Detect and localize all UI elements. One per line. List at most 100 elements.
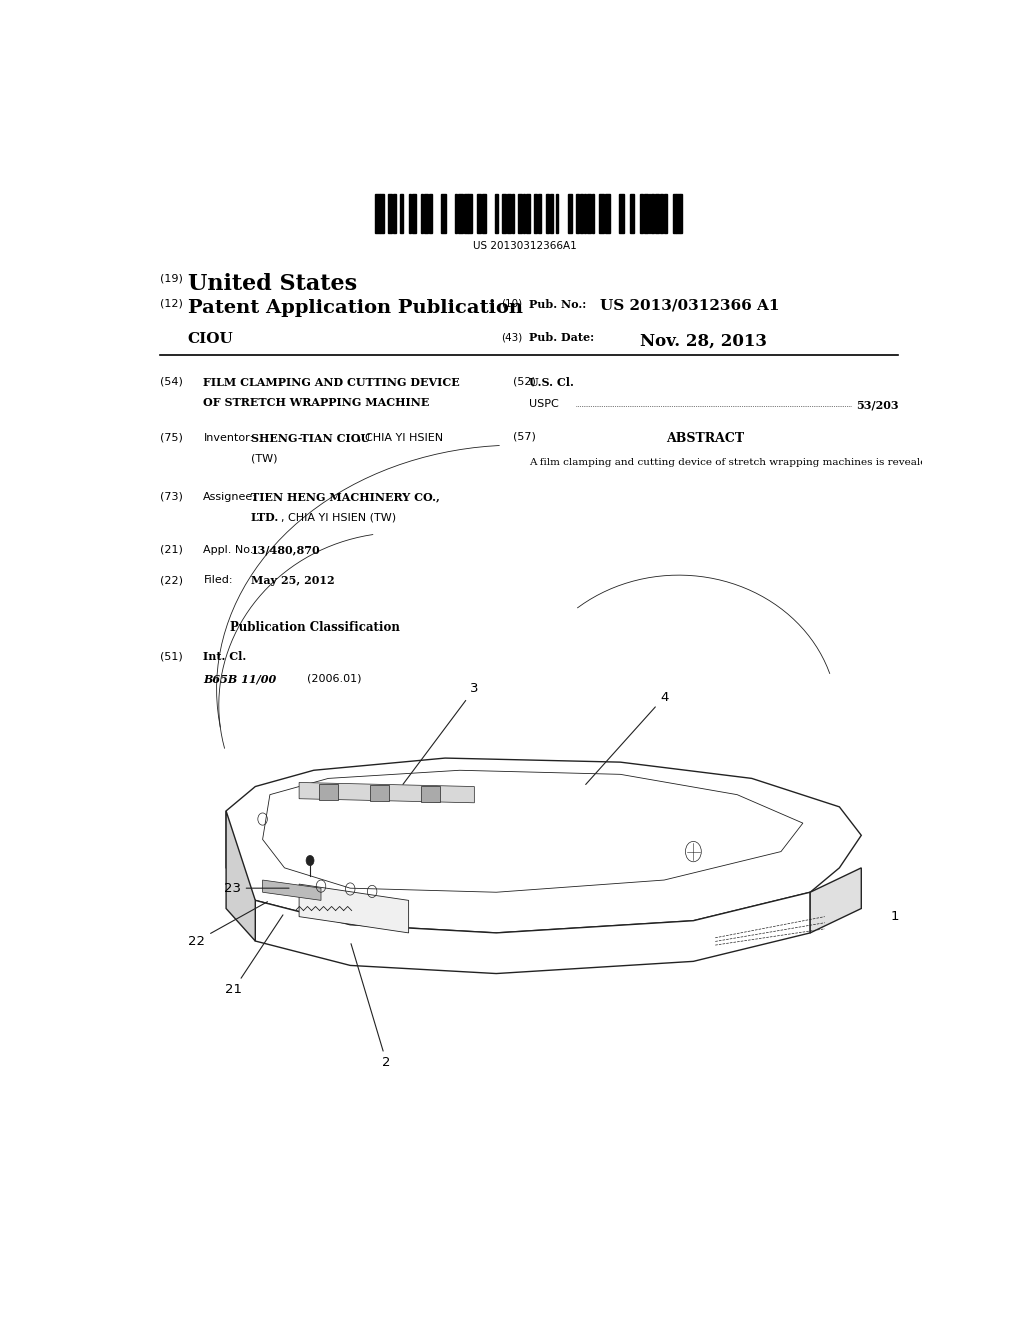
Bar	[421, 194, 423, 232]
Bar	[441, 194, 446, 232]
Text: 22: 22	[188, 902, 267, 948]
Text: , CHIA YI HSIEN (TW): , CHIA YI HSIEN (TW)	[282, 512, 396, 523]
Text: A film clamping and cutting device of stretch wrapping machines is revealed. A f: A film clamping and cutting device of st…	[528, 458, 1024, 467]
Text: Pub. Date:: Pub. Date:	[528, 333, 594, 343]
Text: May 25, 2012: May 25, 2012	[251, 576, 335, 586]
Bar	[577, 194, 579, 232]
Bar	[534, 194, 538, 232]
Circle shape	[306, 855, 314, 866]
Bar	[584, 194, 586, 232]
Bar	[370, 785, 389, 801]
Text: 13/480,870: 13/480,870	[251, 545, 321, 556]
Bar	[599, 194, 604, 232]
Text: 2: 2	[351, 944, 391, 1069]
Bar	[648, 194, 650, 232]
Bar	[677, 194, 680, 232]
Bar	[620, 194, 624, 232]
Text: Inventor:: Inventor:	[204, 433, 254, 442]
Text: LTD.: LTD.	[251, 512, 280, 523]
Text: OF STRETCH WRAPPING MACHINE: OF STRETCH WRAPPING MACHINE	[204, 397, 430, 408]
Polygon shape	[255, 892, 810, 974]
Bar	[455, 194, 458, 232]
Bar	[580, 194, 583, 232]
Text: FILM CLAMPING AND CUTTING DEVICE: FILM CLAMPING AND CUTTING DEVICE	[204, 378, 460, 388]
Text: (TW): (TW)	[251, 453, 278, 463]
Text: United States: United States	[187, 273, 356, 296]
Bar	[587, 194, 592, 232]
Bar	[400, 194, 402, 232]
Text: (22): (22)	[160, 576, 182, 585]
Text: Filed:: Filed:	[204, 576, 232, 585]
Bar	[651, 194, 654, 232]
Text: Appl. No.:: Appl. No.:	[204, 545, 257, 554]
Bar	[631, 194, 634, 232]
Bar	[512, 194, 514, 232]
Bar	[655, 194, 658, 232]
Bar	[518, 194, 522, 232]
Text: US 20130312366A1: US 20130312366A1	[473, 240, 577, 251]
Polygon shape	[226, 810, 255, 941]
Bar	[523, 194, 525, 232]
Bar	[680, 194, 682, 232]
Bar	[468, 194, 472, 232]
Text: , CHIA YI HSIEN: , CHIA YI HSIEN	[358, 433, 443, 442]
Text: (43): (43)	[501, 333, 522, 342]
Bar	[664, 194, 667, 232]
Bar	[409, 194, 412, 232]
Text: USPC: USPC	[528, 399, 558, 409]
Bar	[502, 194, 506, 232]
Text: (57): (57)	[513, 432, 536, 442]
Text: 4: 4	[586, 690, 669, 784]
Text: 1: 1	[891, 909, 899, 923]
Text: (54): (54)	[160, 378, 182, 387]
Text: B65B 11/00: B65B 11/00	[204, 673, 276, 685]
Bar	[546, 194, 550, 232]
Bar	[659, 194, 663, 232]
Text: 53/203: 53/203	[856, 399, 899, 411]
Bar	[412, 194, 416, 232]
Bar	[550, 194, 553, 232]
Polygon shape	[262, 880, 321, 900]
Text: Int. Cl.: Int. Cl.	[204, 651, 247, 663]
Text: SHENG-TIAN CIOU: SHENG-TIAN CIOU	[251, 433, 370, 444]
Bar	[525, 194, 530, 232]
Text: (12): (12)	[160, 298, 182, 309]
Text: 21: 21	[225, 915, 283, 997]
Text: (51): (51)	[160, 651, 182, 661]
Text: U.S. Cl.: U.S. Cl.	[528, 378, 573, 388]
Bar	[556, 194, 558, 232]
Bar	[673, 194, 676, 232]
Bar	[507, 194, 511, 232]
Text: US 2013/0312366 A1: US 2013/0312366 A1	[600, 298, 779, 313]
Polygon shape	[299, 783, 474, 803]
Text: (52): (52)	[513, 378, 536, 387]
Bar	[496, 194, 498, 232]
Bar	[539, 194, 542, 232]
Text: Publication Classification: Publication Classification	[229, 620, 399, 634]
Polygon shape	[226, 758, 861, 933]
Bar	[464, 194, 468, 232]
Text: (75): (75)	[160, 433, 182, 442]
Text: Pub. No.:: Pub. No.:	[528, 298, 586, 310]
Text: TIEN HENG MACHINERY CO.,: TIEN HENG MACHINERY CO.,	[251, 492, 440, 503]
Bar	[640, 194, 643, 232]
Text: (19): (19)	[160, 273, 182, 284]
Bar	[458, 194, 463, 232]
Text: (21): (21)	[160, 545, 182, 554]
Text: (73): (73)	[160, 492, 182, 502]
Bar	[477, 194, 481, 232]
Text: 23: 23	[223, 882, 289, 895]
Text: (2006.01): (2006.01)	[306, 673, 361, 684]
Bar	[388, 194, 392, 232]
Bar	[421, 785, 440, 803]
Text: Assignee:: Assignee:	[204, 492, 257, 502]
Bar	[482, 194, 486, 232]
Text: Patent Application Publication: Patent Application Publication	[187, 298, 522, 317]
Bar	[318, 784, 338, 800]
Bar	[605, 194, 609, 232]
Bar	[424, 194, 428, 232]
Polygon shape	[810, 867, 861, 933]
Bar	[592, 194, 594, 232]
Bar	[380, 194, 384, 232]
Bar	[429, 194, 432, 232]
